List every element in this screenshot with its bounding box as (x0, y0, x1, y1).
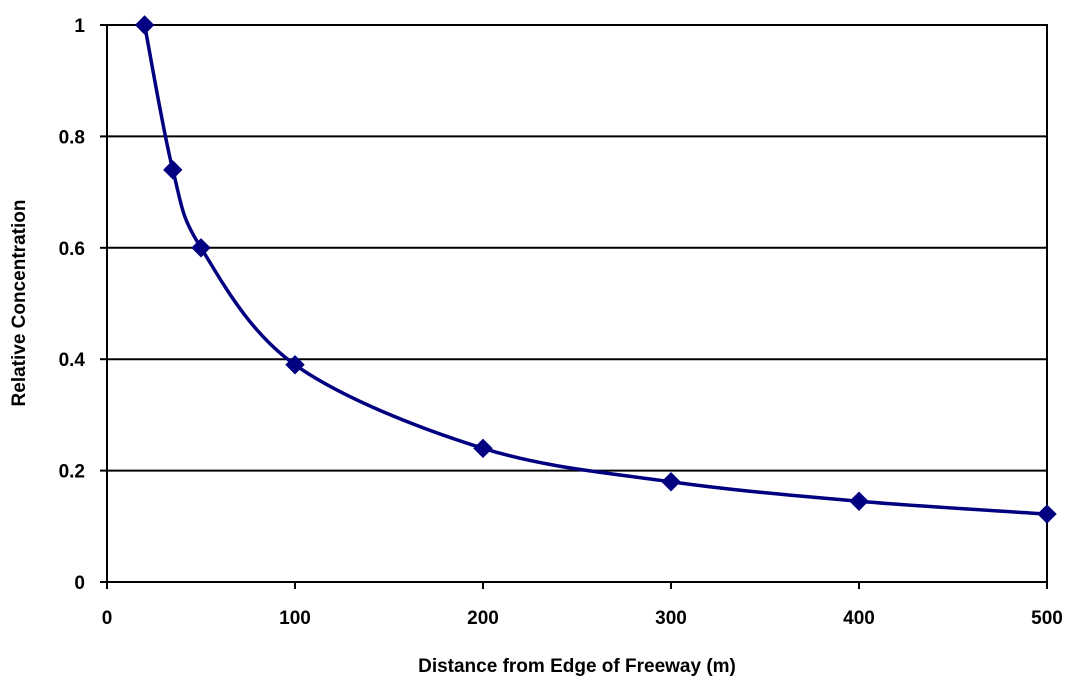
data-point-marker (285, 355, 305, 375)
data-point-marker (163, 160, 183, 180)
x-tick-label: 300 (655, 608, 687, 629)
plot-frame (106, 24, 1048, 583)
data-point-marker (134, 15, 155, 35)
series-line (142, 24, 1048, 516)
x-tick-label: 500 (1031, 608, 1063, 629)
x-tick-label: 400 (843, 608, 875, 629)
tick-labels: 0 0.2 0.4 0.6 0.8 1 0 100 200 300 400 500 (59, 16, 1063, 629)
y-tick-label: 1 (74, 16, 85, 37)
x-tick-label: 0 (102, 608, 113, 629)
y-tick-label: 0.2 (59, 462, 85, 483)
x-axis-title: Distance from Edge of Freeway (m) (418, 656, 736, 677)
y-tick-label: 0 (74, 573, 85, 594)
series (134, 15, 1057, 524)
data-point-marker (849, 491, 869, 511)
y-tick-label: 0.6 (59, 239, 85, 260)
data-point-marker (191, 238, 211, 258)
axes (100, 24, 1048, 589)
x-tick-label: 200 (467, 608, 499, 629)
data-point-marker (1037, 504, 1057, 524)
x-tick-label: 100 (279, 608, 311, 629)
y-tick-label: 0.8 (59, 127, 85, 148)
y-axis-title: Relative Concentration (9, 200, 30, 407)
y-tick-label: 0.4 (59, 350, 86, 371)
data-point-marker (661, 472, 681, 492)
gridlines (107, 135, 1047, 472)
data-point-marker (473, 438, 493, 459)
